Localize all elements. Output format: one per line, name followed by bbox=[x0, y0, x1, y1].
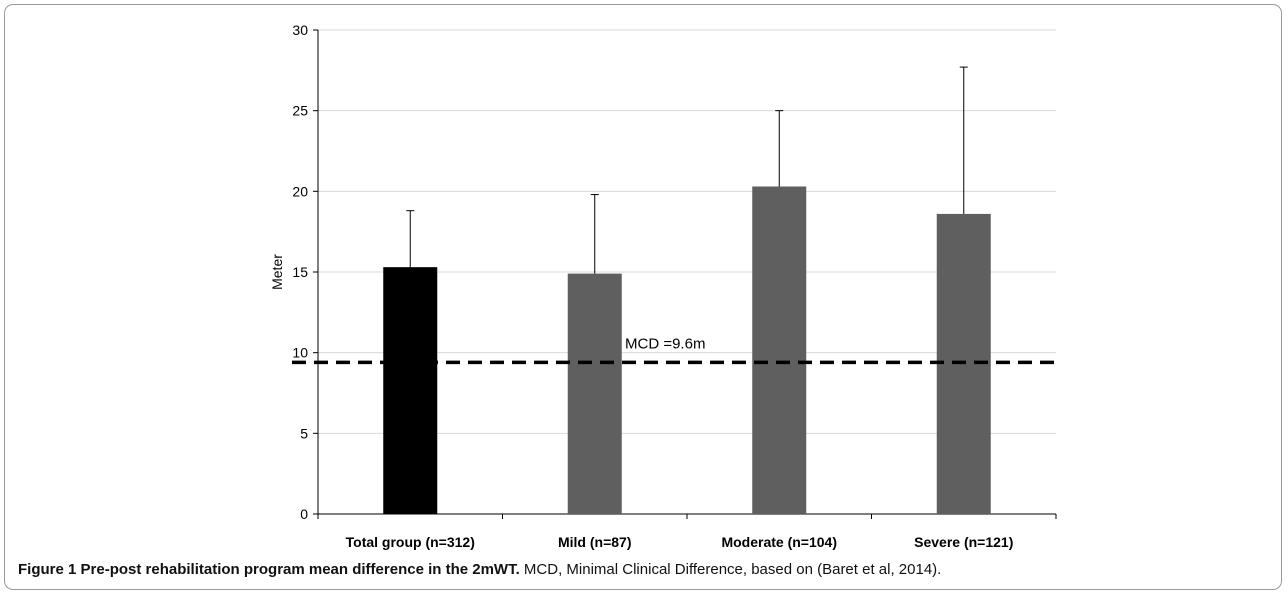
y-tick-label: 15 bbox=[292, 264, 308, 280]
y-tick-labels: 0 5 10 15 20 25 30 bbox=[292, 22, 308, 522]
y-tick-label: 20 bbox=[292, 183, 308, 199]
gridlines bbox=[318, 29, 1056, 434]
axes bbox=[313, 29, 1057, 519]
y-tick-label: 10 bbox=[292, 345, 308, 361]
caption-text: MCD, Minimal Clinical Difference, based … bbox=[519, 561, 942, 578]
bar bbox=[752, 186, 807, 514]
bar bbox=[383, 267, 438, 514]
error-bars bbox=[406, 66, 968, 274]
y-tick-label: 5 bbox=[300, 425, 308, 441]
mcd-label: MCD =9.6m bbox=[625, 335, 705, 352]
x-tick-labels: Total group (n=312) Mild (n=87) Moderate (… bbox=[346, 534, 1014, 550]
y-tick-label: 30 bbox=[292, 22, 308, 38]
x-tick-label: Moderate (n=104) bbox=[721, 534, 837, 550]
caption-title: Figure 1 Pre-post rehabilitation program… bbox=[18, 561, 520, 578]
y-tick-label: 0 bbox=[300, 506, 308, 522]
x-tick-label: Mild (n=87) bbox=[558, 534, 632, 550]
y-axis-label: Meter bbox=[269, 254, 285, 290]
x-tick-label: Total group (n=312) bbox=[346, 534, 475, 550]
bar bbox=[567, 273, 622, 514]
bars bbox=[383, 186, 991, 515]
x-tick-label: Severe (n=121) bbox=[914, 534, 1013, 550]
figure-caption: Figure 1 Pre-post rehabilitation program… bbox=[18, 561, 941, 578]
y-tick-label: 25 bbox=[292, 103, 308, 119]
figure-frame bbox=[4, 4, 1282, 590]
